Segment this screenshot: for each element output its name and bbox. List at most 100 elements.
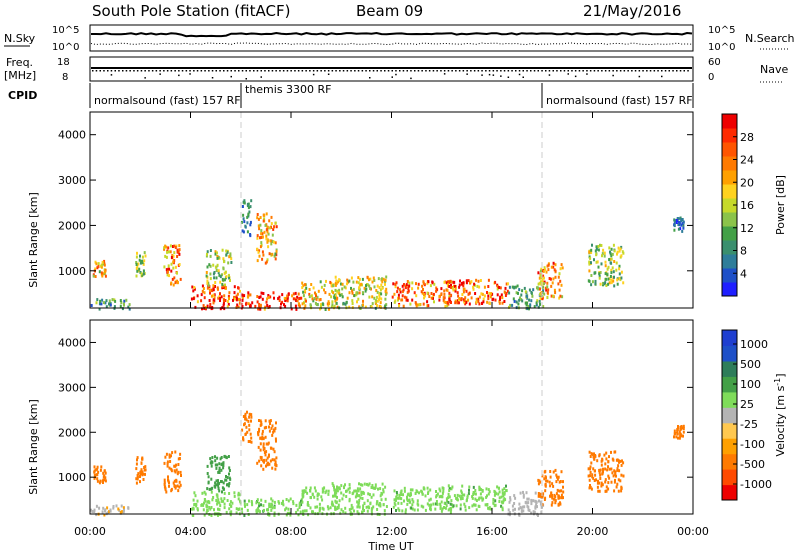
nave-point — [238, 70, 240, 72]
data-cell — [323, 288, 325, 292]
data-cell — [415, 294, 418, 298]
nsky-tick-top: 10^5 — [52, 25, 79, 36]
data-cell — [203, 291, 206, 295]
data-cell — [244, 504, 246, 508]
nave-point — [264, 70, 266, 72]
data-cell — [111, 298, 114, 302]
data-cell — [335, 501, 338, 505]
data-cell — [96, 477, 99, 481]
data-cell — [412, 500, 415, 504]
data-cell — [325, 279, 327, 283]
nave-point — [548, 74, 551, 76]
data-cell — [144, 465, 147, 469]
data-cell — [105, 299, 108, 303]
data-cell — [136, 477, 139, 481]
data-cell — [332, 284, 335, 287]
data-cell — [229, 477, 232, 481]
nave-point — [200, 70, 203, 72]
data-cell — [165, 268, 168, 272]
data-cell — [394, 285, 397, 289]
data-cell — [446, 304, 449, 308]
data-cell — [216, 500, 219, 504]
data-cell — [598, 274, 601, 278]
data-cell — [409, 488, 412, 492]
data-cell — [551, 501, 554, 505]
data-cell — [339, 293, 342, 297]
data-cell — [674, 431, 677, 435]
data-cell — [303, 509, 306, 513]
data-cell — [515, 300, 518, 304]
data-cell — [601, 483, 604, 487]
data-cell — [192, 506, 195, 510]
data-cell — [202, 503, 205, 507]
data-cell — [509, 496, 512, 500]
data-cell — [203, 296, 206, 300]
data-cell — [284, 508, 287, 512]
data-cell — [368, 493, 371, 497]
nsky-series — [91, 31, 693, 38]
data-cell — [608, 476, 611, 480]
data-cell — [607, 277, 610, 281]
data-cell — [525, 294, 528, 298]
colorbar-segment — [722, 330, 737, 346]
data-cell — [512, 297, 515, 301]
data-cell — [468, 488, 470, 492]
data-cell — [552, 261, 555, 265]
data-cell — [488, 302, 491, 305]
data-cell — [163, 478, 166, 482]
data-cell — [313, 495, 316, 499]
data-cell — [537, 287, 540, 291]
data-cell — [529, 303, 532, 307]
data-cell — [471, 496, 474, 500]
data-cell — [256, 247, 259, 251]
nave-point — [178, 70, 180, 72]
data-cell — [551, 494, 553, 497]
data-cell — [448, 297, 451, 301]
data-cell — [447, 496, 449, 500]
data-cell — [465, 281, 468, 285]
data-cell — [127, 506, 130, 510]
data-cell — [228, 481, 231, 485]
data-cell — [289, 497, 292, 501]
data-cell — [498, 486, 500, 490]
data-cell — [421, 490, 423, 494]
data-cell — [318, 502, 321, 506]
data-cell — [338, 499, 341, 503]
data-cell — [170, 487, 173, 491]
data-cell — [396, 290, 399, 294]
data-cell — [261, 432, 264, 436]
data-cell — [618, 272, 621, 276]
colorbar-segment — [722, 226, 737, 241]
data-cell — [523, 286, 526, 290]
data-cell — [273, 225, 276, 229]
data-cell — [309, 506, 312, 510]
data-cell — [170, 281, 173, 285]
cpid-segment-3: normalsound (fast) 157 RF — [546, 94, 693, 107]
data-cell — [398, 508, 401, 512]
nave-point — [414, 70, 416, 72]
data-cell — [411, 298, 414, 302]
data-cell — [527, 497, 530, 501]
nave-tick-top: 60 — [708, 57, 721, 68]
data-cell — [590, 251, 593, 254]
nave-point — [290, 70, 292, 72]
data-cell — [451, 503, 454, 507]
nave-point — [92, 70, 94, 72]
data-cell — [550, 492, 553, 496]
data-cell — [138, 258, 141, 262]
data-cell — [228, 276, 231, 280]
data-cell — [308, 292, 311, 296]
data-cell — [266, 304, 269, 307]
data-cell — [552, 484, 555, 488]
data-cell — [598, 489, 601, 493]
data-cell — [353, 294, 356, 298]
data-cell — [179, 470, 182, 474]
data-cell — [474, 497, 477, 501]
data-cell — [356, 291, 359, 295]
data-cell — [298, 504, 301, 508]
data-cell — [221, 283, 224, 286]
data-cell — [218, 508, 221, 512]
data-cell — [538, 299, 541, 303]
data-cell — [560, 489, 563, 493]
data-cell — [613, 275, 615, 279]
